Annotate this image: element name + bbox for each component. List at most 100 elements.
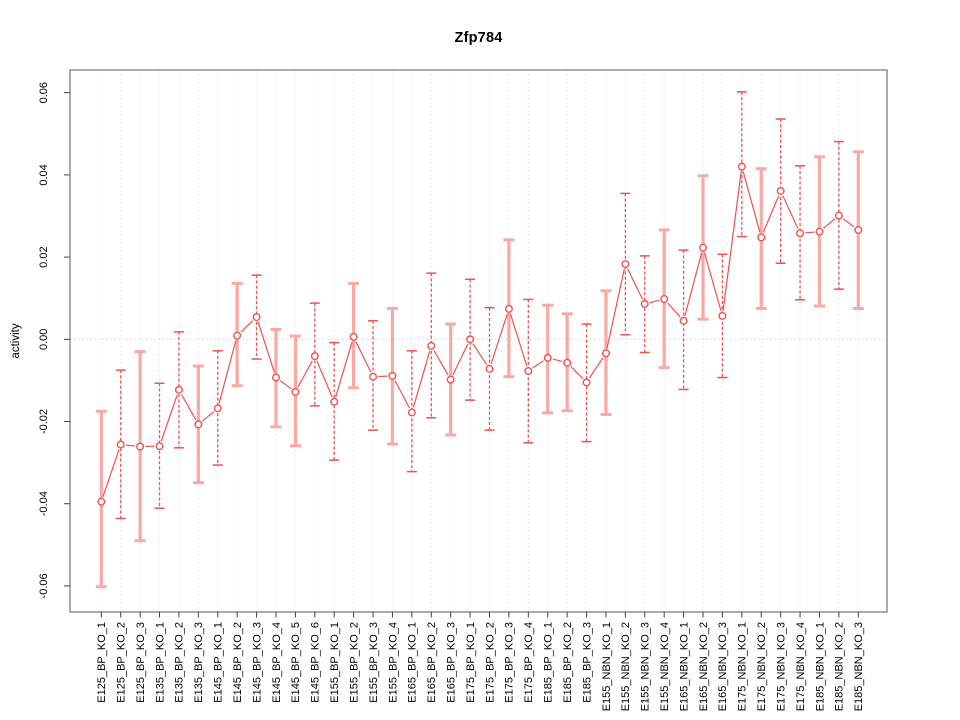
data-point [369, 372, 378, 381]
x-tick-label: E175_NBN_KO_3 [775, 622, 787, 711]
x-tick-label: E135_BP_KO_2 [174, 622, 186, 703]
data-point [854, 225, 863, 234]
x-tick-label: E125_BP_KO_1 [96, 622, 108, 703]
x-tick-label: E175_BP_KO_4 [523, 622, 535, 703]
x-tick-label: E165_NBN_KO_1 [678, 622, 690, 711]
x-tick-label: E175_NBN_KO_2 [756, 622, 768, 711]
x-tick-label: E155_BP_KO_2 [348, 622, 360, 703]
x-tick-label: E185_NBN_KO_2 [834, 622, 846, 711]
x-tick-label: E145_BP_KO_4 [271, 622, 283, 703]
error-bar [309, 302, 320, 407]
data-point [737, 162, 746, 171]
data-point [718, 311, 727, 320]
data-point [213, 404, 222, 413]
y-tick-label: 0.04 [38, 164, 50, 185]
data-point [640, 299, 649, 308]
x-tick-label: E145_BP_KO_6 [310, 622, 322, 703]
x-tick-label: E155_NBN_KO_1 [601, 622, 613, 711]
data-point [679, 316, 688, 325]
data-point [310, 352, 319, 361]
data-point [776, 186, 785, 195]
error-bar [620, 192, 631, 336]
data-point [757, 233, 766, 242]
data-point [524, 366, 533, 375]
data-point [233, 331, 242, 340]
data-point [504, 304, 513, 313]
error-bar [523, 298, 534, 444]
x-tick-label: E175_NBN_KO_1 [737, 622, 749, 711]
data-point [252, 313, 261, 322]
y-tick-label: -0.06 [38, 573, 50, 598]
x-tick-label: E155_NBN_KO_2 [620, 622, 632, 711]
error-bar [717, 253, 728, 379]
x-tick-label: E175_BP_KO_2 [484, 622, 496, 703]
x-tick-label: E145_BP_KO_1 [213, 622, 225, 703]
x-tick-label: E155_BP_KO_4 [387, 622, 399, 703]
series-line [102, 171, 855, 497]
error-bar [426, 272, 437, 419]
plot-border [69, 69, 888, 613]
data-point [174, 385, 183, 394]
data-point [407, 408, 416, 417]
x-tick-label: E165_NBN_KO_2 [698, 622, 710, 711]
x-tick-label: E145_BP_KO_5 [290, 622, 302, 703]
x-tick-label: E125_BP_KO_3 [135, 622, 147, 703]
data-point [815, 227, 824, 236]
y-tick-label: 0.02 [38, 246, 50, 267]
x-tick-label: E185_BP_KO_1 [543, 622, 555, 703]
x-tick-label: E125_BP_KO_2 [116, 622, 128, 703]
data-point [485, 364, 494, 373]
data-point [291, 387, 300, 396]
error-bar [212, 350, 223, 466]
x-tick-label: E185_BP_KO_2 [562, 622, 574, 703]
gridlines [100, 70, 859, 612]
data-point [155, 442, 164, 451]
data-point [136, 442, 145, 451]
x-tick-label: E165_BP_KO_1 [407, 622, 419, 703]
chart-title: Zfp784 [454, 30, 503, 46]
data-point [427, 341, 436, 350]
y-tick-label: -0.04 [38, 491, 50, 516]
error-bar [736, 91, 747, 238]
data-point [621, 260, 630, 269]
data-point [97, 497, 106, 506]
y-tick-label: 0.00 [38, 329, 50, 350]
error-bar [406, 350, 417, 473]
y-axis-title: activity [10, 323, 22, 358]
y-axis: -0.06 -0.04 -0.02 0.00 0.02 0.04 0.06 [38, 82, 70, 598]
x-axis: E125_BP_KO_1 E125_BP_KO_2 E125_BP_KO_3 E135… [96, 612, 865, 711]
error-bar [465, 278, 476, 401]
y-tick-label: 0.06 [38, 82, 50, 103]
error-bar [795, 165, 806, 301]
data-point [796, 229, 805, 238]
error-bar [484, 306, 495, 431]
data-point [466, 335, 475, 344]
data-point [543, 353, 552, 362]
data-point [194, 420, 203, 429]
x-tick-label: E135_BP_KO_1 [154, 622, 166, 703]
x-tick-label: E155_NBN_KO_4 [659, 622, 671, 711]
x-tick-label: E155_BP_KO_3 [368, 622, 380, 703]
x-tick-label: E185_NBN_KO_3 [853, 622, 865, 711]
x-tick-label: E185_NBN_KO_1 [814, 622, 826, 711]
data-points [97, 162, 863, 506]
error-bar [775, 118, 786, 265]
data-point [446, 375, 455, 384]
data-point [563, 358, 572, 367]
data-point [601, 349, 610, 358]
x-tick-label: E155_NBN_KO_3 [640, 622, 652, 711]
data-point [349, 332, 358, 341]
x-tick-label: E145_BP_KO_2 [232, 622, 244, 703]
data-point [330, 397, 339, 406]
data-point [582, 378, 591, 387]
x-tick-label: E175_NBN_KO_4 [795, 622, 807, 711]
x-tick-label: E145_BP_KO_3 [251, 622, 263, 703]
x-tick-label: E175_BP_KO_3 [504, 622, 516, 703]
data-point [388, 371, 397, 380]
data-point [699, 243, 708, 252]
x-tick-label: E175_BP_KO_1 [465, 622, 477, 703]
y-tick-label: -0.02 [38, 409, 50, 434]
x-tick-label: E165_BP_KO_2 [426, 622, 438, 703]
data-point [271, 373, 280, 382]
